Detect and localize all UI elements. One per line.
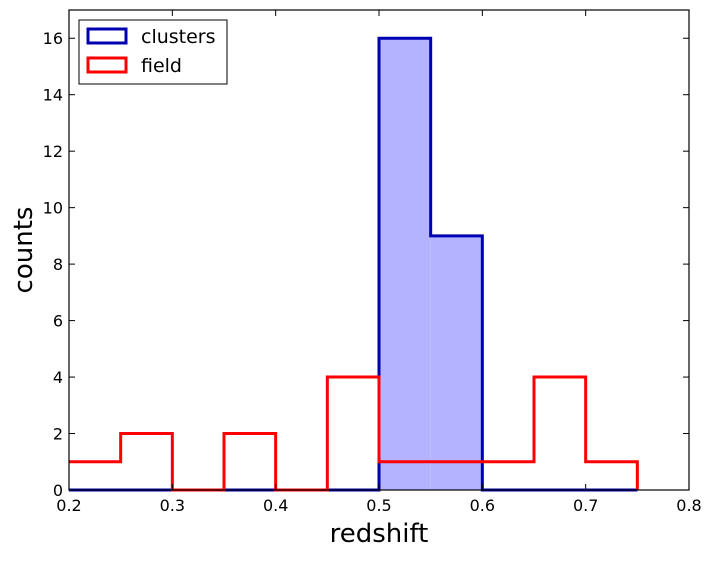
step-line-field <box>69 375 639 492</box>
legend: clusters field <box>78 19 228 85</box>
y-tick-label: 12 <box>43 142 63 161</box>
x-tick-label: 0.6 <box>470 496 495 515</box>
legend-label-field: field <box>141 55 182 77</box>
legend-label-clusters: clusters <box>141 26 216 48</box>
legend-swatch-clusters <box>86 27 128 45</box>
y-tick-label: 16 <box>43 29 63 48</box>
bar-clusters-6 <box>379 38 431 491</box>
x-tick-label: 0.3 <box>160 496 185 515</box>
x-tick-label: 0.4 <box>263 496 288 515</box>
y-tick-label: 2 <box>53 425 63 444</box>
x-tick-label: 0.5 <box>366 496 391 515</box>
x-tick-label: 0.8 <box>676 496 701 515</box>
y-axis-label: counts <box>9 207 39 294</box>
y-tick-label: 6 <box>53 312 63 331</box>
bar-clusters-7 <box>430 235 483 490</box>
y-tick-label: 0 <box>53 481 63 500</box>
y-tick-label: 8 <box>53 255 63 274</box>
y-tick-label: 14 <box>43 86 63 105</box>
x-tick-label: 0.2 <box>56 496 81 515</box>
axes-layer: 0.2 0.3 0.4 0.5 0.6 0.7 0.8 0 2 4 6 8 10 12 14 16 <box>43 9 702 515</box>
y-tick-label: 4 <box>53 368 63 387</box>
legend-swatch-field <box>86 56 128 74</box>
x-tick-label: 0.7 <box>573 496 598 515</box>
y-tick-label: 10 <box>43 199 63 218</box>
x-axis-label: redshift <box>330 519 429 549</box>
series-field <box>69 375 639 492</box>
